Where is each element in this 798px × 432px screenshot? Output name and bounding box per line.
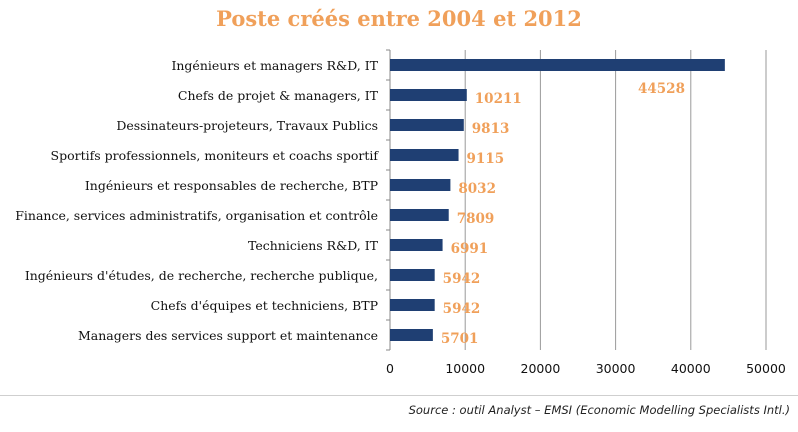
category-label: Ingénieurs d'études, de recherche, reche… [25, 268, 378, 283]
category-label: Ingénieurs et responsables de recherche,… [85, 178, 378, 193]
data-label: 6991 [451, 241, 489, 257]
data-label: 8032 [458, 181, 496, 197]
data-label: 5942 [443, 301, 481, 317]
x-tick-label: 40000 [671, 361, 711, 376]
data-label: 5701 [441, 331, 479, 347]
bar [390, 149, 459, 161]
x-tick-label: 50000 [746, 361, 786, 376]
x-tick-label: 10000 [445, 361, 485, 376]
x-tick-label: 0 [386, 361, 394, 376]
bar [390, 329, 433, 341]
data-label: 9115 [467, 151, 505, 167]
footer-divider [0, 395, 798, 396]
category-label: Managers des services support et mainten… [78, 328, 378, 343]
bar [390, 209, 449, 221]
bar [390, 269, 435, 281]
bar [390, 119, 464, 131]
x-tick-label: 20000 [521, 361, 561, 376]
category-label: Dessinateurs-projeteurs, Travaux Publics [116, 118, 378, 133]
data-label: 7809 [457, 211, 495, 227]
data-label: 9813 [472, 121, 510, 137]
data-label: 10211 [475, 91, 522, 107]
category-label: Ingénieurs et managers R&D, IT [171, 58, 378, 73]
category-label: Finance, services administratifs, organi… [15, 208, 378, 223]
category-label: Techniciens R&D, IT [248, 238, 379, 253]
bar [390, 179, 451, 191]
category-label: Chefs de projet & managers, IT [178, 88, 379, 103]
chart-title: Poste créés entre 2004 et 2012 [216, 6, 582, 31]
data-label: 5942 [443, 271, 481, 287]
category-label: Chefs d'équipes et techniciens, BTP [151, 298, 378, 313]
source-note: Source : outil Analyst – EMSI (Economic … [408, 403, 790, 417]
bar [390, 59, 725, 71]
data-label: 44528 [638, 81, 685, 97]
bar [390, 299, 435, 311]
x-tick-label: 30000 [596, 361, 636, 376]
category-label: Sportifs professionnels, moniteurs et co… [51, 148, 380, 163]
bar-chart: Ingénieurs et managers R&D, IT 44528 Chefs… [15, 49, 786, 376]
bar [390, 89, 467, 101]
bar [390, 239, 443, 251]
